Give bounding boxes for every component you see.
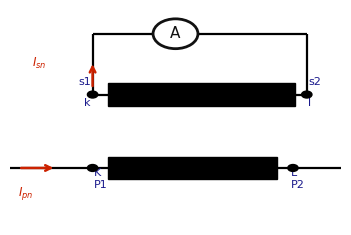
Text: $I_{pn}$: $I_{pn}$ [18, 185, 34, 202]
Bar [108, 157, 277, 180]
Bar [108, 83, 295, 106]
Text: K: K [94, 168, 101, 178]
Text: s2: s2 [309, 77, 322, 86]
Circle shape [87, 91, 98, 98]
Text: $I_{sn}$: $I_{sn}$ [32, 56, 47, 71]
Text: k: k [84, 98, 91, 108]
Text: L: L [291, 168, 298, 178]
Circle shape [288, 164, 298, 171]
Circle shape [87, 164, 98, 171]
Text: P1: P1 [94, 180, 108, 190]
Text: A: A [170, 26, 181, 41]
Circle shape [153, 19, 198, 49]
Text: P2: P2 [291, 180, 305, 190]
Circle shape [302, 91, 312, 98]
Text: l: l [309, 98, 312, 108]
Text: s1: s1 [78, 77, 91, 86]
